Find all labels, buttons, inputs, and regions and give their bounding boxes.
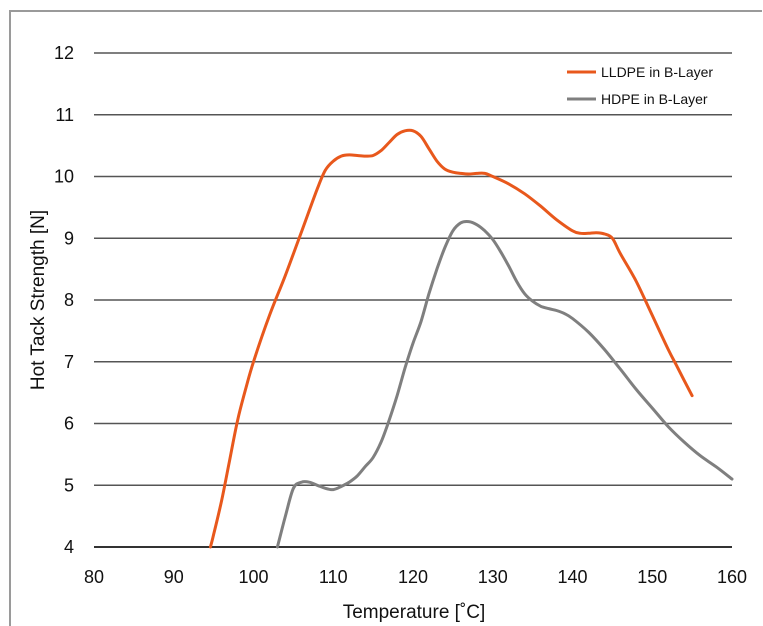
series-line-hdpe [275,219,734,549]
x-tick-label: 100 [238,567,268,587]
x-tick-label: 90 [164,567,184,587]
series-lines [208,128,734,549]
x-tick-label: 80 [84,567,104,587]
y-tick-label: 12 [54,43,74,63]
x-tick-label: 120 [398,567,428,587]
horizontal-gridlines [94,52,732,548]
y-tick-label: 5 [64,475,74,495]
chart-frame [9,10,762,626]
legend: LLDPE in B-Layer HDPE in B-Layer [567,64,713,107]
x-axis-title: Temperature [˚C] [343,602,486,623]
legend-label-lldpe: LLDPE in B-Layer [601,64,713,80]
y-tick-label: 6 [64,414,74,434]
x-tick-label: 110 [319,567,348,587]
series-line-lldpe [208,128,694,549]
y-tick-label: 10 [54,167,74,187]
y-axis-title: Hot Tack Strength [N] [28,210,49,390]
y-axis-tick-labels: 4 5 6 7 8 9 10 11 12 [54,43,74,557]
x-tick-label: 140 [557,567,587,587]
x-tick-label: 130 [478,567,508,587]
y-tick-label: 8 [64,290,74,310]
x-tick-label: 160 [717,567,747,587]
x-axis-tick-labels: 80 90 100 110 120 130 140 150 160 [84,567,747,587]
legend-label-hdpe: HDPE in B-Layer [601,91,708,107]
y-tick-label: 9 [64,228,74,248]
y-tick-label: 7 [64,352,74,372]
y-tick-label: 11 [55,105,74,125]
y-tick-label: 4 [64,537,74,557]
x-tick-label: 150 [637,567,667,587]
